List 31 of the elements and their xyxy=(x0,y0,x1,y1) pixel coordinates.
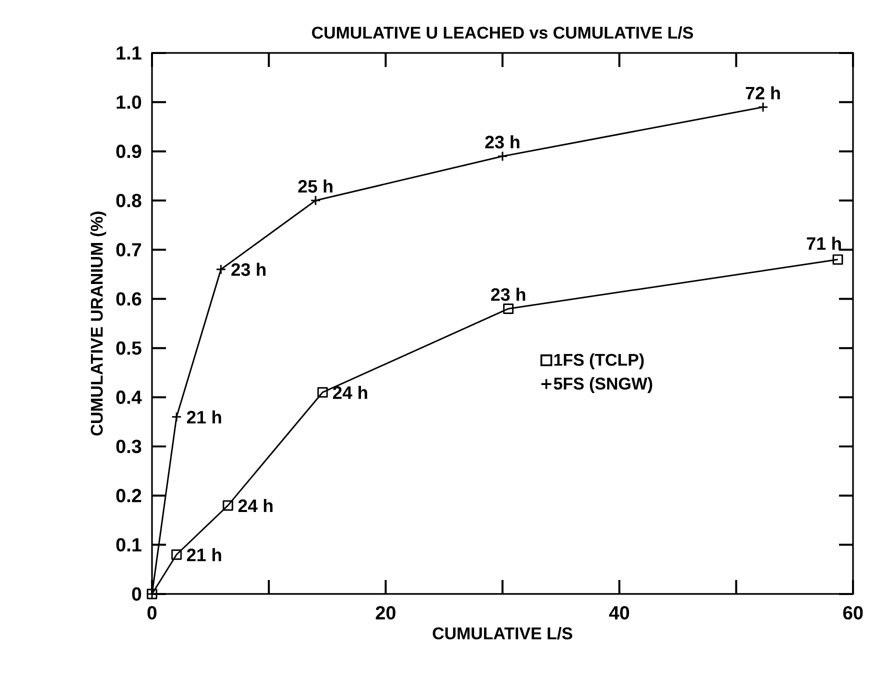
annotation: 23 h xyxy=(485,135,520,148)
y-tick-label: 1.0 xyxy=(116,95,142,109)
annotation: 24 h xyxy=(238,498,272,512)
x-tick-label: 60 xyxy=(843,606,863,620)
x-tick-label: 40 xyxy=(609,606,630,620)
legend-label: 5FS (SNGW) xyxy=(554,377,652,393)
chart-title: CUMULATIVE U LEACHED vs CUMULATIVE L/S xyxy=(312,26,693,39)
y-tick-label: 0.3 xyxy=(116,440,142,454)
y-tick-label: 0.6 xyxy=(116,292,142,306)
y-tick-label: 0.1 xyxy=(116,538,142,552)
y-tick-label: 0 xyxy=(132,587,142,601)
y-tick-label: 0.2 xyxy=(116,488,142,502)
annotation: 21 h xyxy=(186,410,222,424)
annotation: 23 h xyxy=(491,288,526,301)
x-tick-label: 20 xyxy=(376,606,396,620)
y-tick-label: 0.4 xyxy=(116,390,142,404)
x-tick-label: 0 xyxy=(147,606,156,620)
y-tick-label: 0.9 xyxy=(116,144,142,158)
y-tick-label: 0.7 xyxy=(116,243,142,256)
y-tick-label: 0.5 xyxy=(116,341,142,355)
annotation: 23 h xyxy=(231,262,266,276)
y-axis-title: CUMULATIVE URANIUM (%) xyxy=(90,212,106,436)
annotation: 21 h xyxy=(186,548,222,562)
y-tick-label: 0.8 xyxy=(116,194,142,208)
annotation: 25 h xyxy=(298,180,332,193)
legend-label: 1FS (TCLP) xyxy=(554,353,644,370)
x-axis-title: CUMULATIVE L/S xyxy=(432,626,572,640)
y-tick-label: 1.1 xyxy=(116,46,142,60)
annotation: 71 h xyxy=(806,236,841,250)
annotation: 72 h xyxy=(746,86,780,100)
annotation: 24 h xyxy=(333,386,368,399)
